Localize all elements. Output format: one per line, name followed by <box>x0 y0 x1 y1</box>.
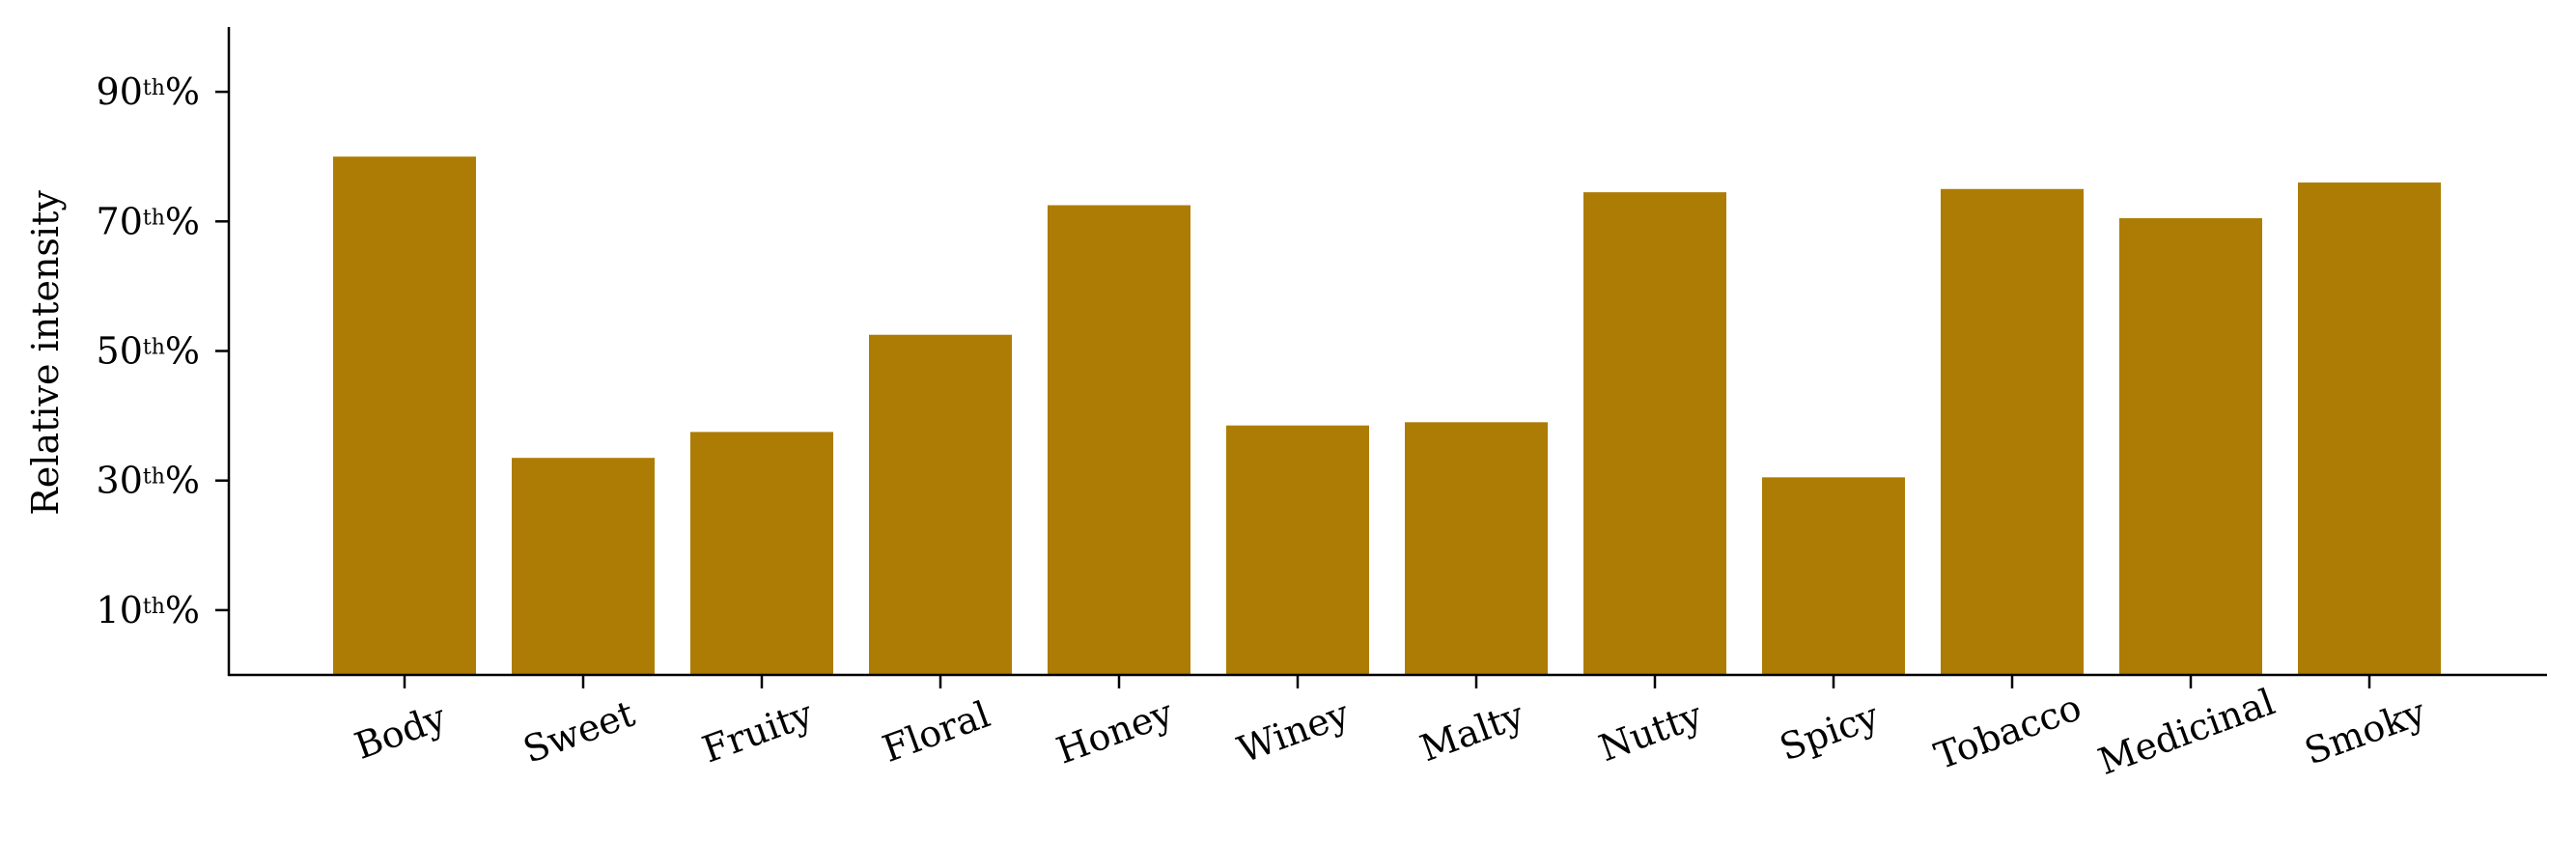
bar-honey <box>1048 205 1190 675</box>
y-axis-label: Relative intensity <box>24 190 67 516</box>
y-tick-label: 50th% <box>97 330 200 373</box>
bar-body <box>333 156 476 675</box>
y-tick-label: 30th% <box>97 460 200 502</box>
bar-malty <box>1405 422 1548 675</box>
axes-layer <box>215 27 2547 688</box>
bar-medicinal <box>2119 217 2262 675</box>
x-tick-label-tobacco: Tobacco <box>1929 686 2086 777</box>
bar-winey <box>1226 425 1369 675</box>
bar-tobacco <box>1941 188 2084 675</box>
x-tick-label-fruity: Fruity <box>697 692 819 771</box>
bar-nutty <box>1583 192 1726 676</box>
x-tick-label-honey: Honey <box>1051 691 1179 772</box>
x-tick-label-malty: Malty <box>1414 693 1529 770</box>
x-tick-label-winey: Winey <box>1232 692 1355 771</box>
x-tick-label-nutty: Nutty <box>1593 693 1708 770</box>
x-tick-label-sweet: Sweet <box>518 692 640 771</box>
y-tick-label: 70th% <box>97 200 200 242</box>
x-tick-label-spicy: Spicy <box>1775 694 1885 770</box>
bar-floral <box>869 334 1012 675</box>
bar-smoky <box>2298 182 2441 676</box>
y-tick-label: 90th% <box>97 70 200 113</box>
x-tick-label-floral: Floral <box>877 693 995 771</box>
bar-spicy <box>1762 477 1905 675</box>
bar-fruity <box>690 432 833 675</box>
bar-sweet <box>512 458 655 675</box>
x-tick-label-body: Body <box>350 695 452 768</box>
x-tick-label-smoky: Smoky <box>2299 690 2431 773</box>
bars-layer <box>333 156 2441 676</box>
x-tick-label-medicinal: Medicinal <box>2092 681 2280 784</box>
y-tick-label: 10th% <box>97 589 200 631</box>
